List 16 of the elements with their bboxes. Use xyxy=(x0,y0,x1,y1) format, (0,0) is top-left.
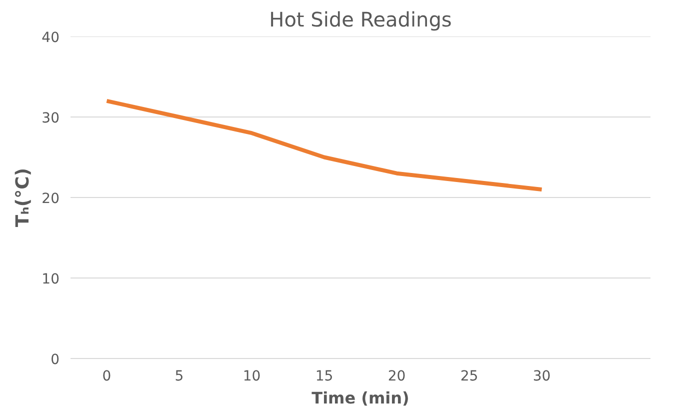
x-tick-label: 10 xyxy=(242,368,261,384)
chart-title: Hot Side Readings xyxy=(269,8,452,32)
x-tick-label: 15 xyxy=(315,368,334,384)
x-tick-label: 5 xyxy=(174,368,184,384)
x-tick-label: 20 xyxy=(388,368,406,384)
x-axis-title: Time (min) xyxy=(312,388,410,408)
line-series xyxy=(104,98,544,192)
y-tick-label: 40 xyxy=(42,30,60,46)
y-axis-title: Tₕ(°C) xyxy=(12,168,34,228)
x-tick-label: 0 xyxy=(102,368,112,384)
x-tick-label: 25 xyxy=(460,368,478,384)
y-tick-label: 10 xyxy=(42,272,60,288)
y-tick-label: 0 xyxy=(50,352,60,368)
y-tick-label: 20 xyxy=(42,191,60,207)
x-tick-label: 30 xyxy=(532,368,551,384)
y-tick-label: 30 xyxy=(42,110,60,126)
